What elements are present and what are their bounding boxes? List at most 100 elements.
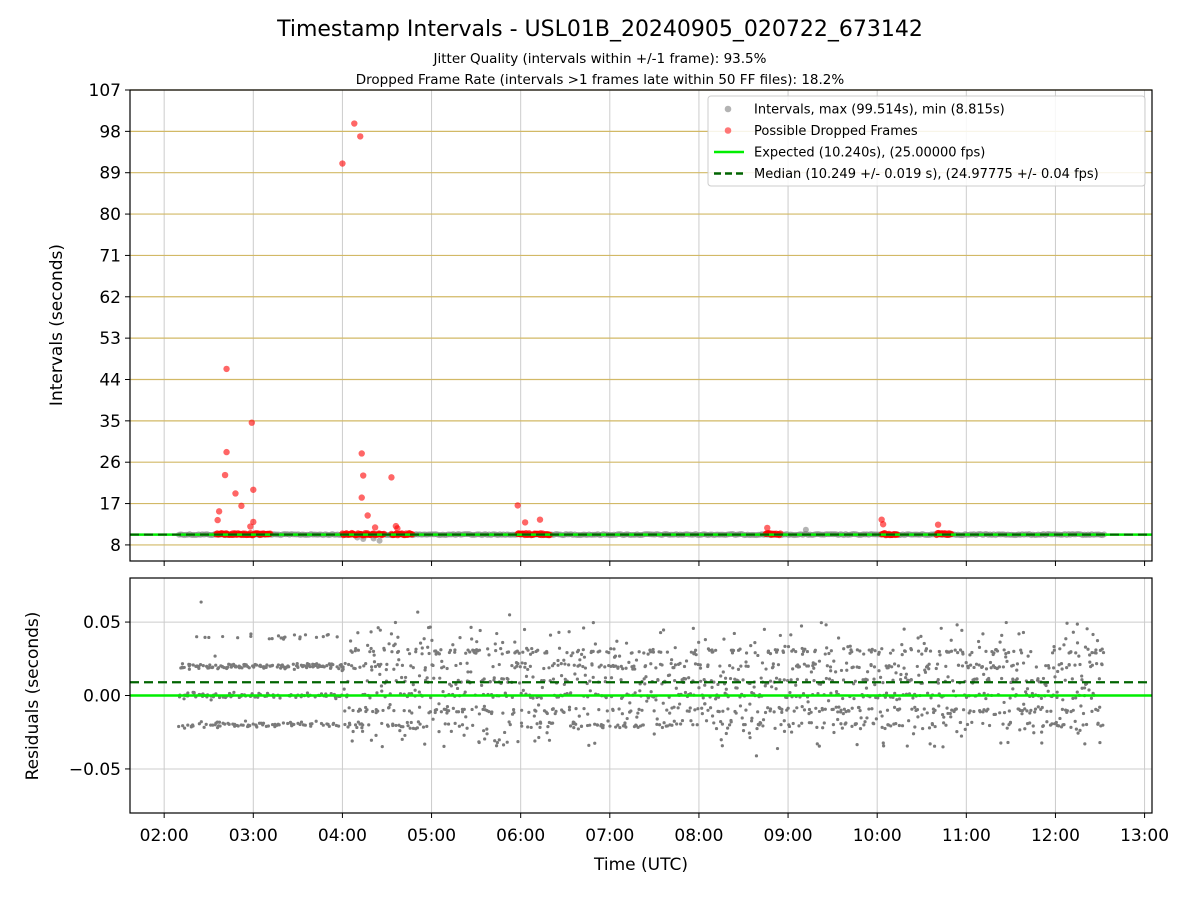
residual-point: [803, 647, 807, 651]
residual-point: [347, 721, 352, 725]
residual-point: [1025, 687, 1030, 691]
residual-point: [432, 676, 436, 680]
residual-point: [533, 739, 537, 743]
residual-point: [613, 654, 618, 658]
residual-point: [536, 703, 541, 707]
residual-point: [1065, 621, 1069, 625]
x-tick-label: 11:00: [942, 826, 991, 846]
residual-point: [321, 723, 325, 727]
residual-point: [303, 633, 308, 637]
residual-point: [703, 683, 707, 687]
residual-point: [812, 666, 816, 670]
residual-point: [474, 705, 478, 709]
x-tick-label: 06:00: [496, 826, 545, 846]
intervals-y-tick-label: 44: [99, 370, 121, 390]
residual-point: [660, 663, 664, 667]
residual-point: [358, 665, 362, 669]
residual-point: [191, 724, 195, 728]
residual-point: [891, 648, 895, 652]
residual-point: [817, 659, 822, 663]
residual-point: [795, 677, 800, 681]
residual-point: [482, 729, 486, 733]
intervals-y-tick-label: 8: [110, 536, 121, 556]
residual-point: [921, 726, 925, 731]
residual-point: [488, 680, 492, 684]
residual-point: [603, 676, 608, 680]
residual-point: [451, 706, 455, 710]
residual-point: [949, 715, 953, 719]
residual-point: [839, 668, 844, 673]
residual-point: [624, 725, 628, 729]
residual-point: [364, 662, 368, 666]
residual-point: [1074, 727, 1078, 731]
residual-point: [1100, 663, 1104, 667]
residual-point: [551, 707, 555, 711]
dropped-frame-point: [223, 365, 230, 373]
residual-point: [961, 708, 966, 712]
residual-point: [547, 666, 551, 670]
residual-point: [606, 719, 610, 723]
residual-point: [1025, 709, 1029, 713]
residual-point: [574, 722, 578, 726]
residual-point: [667, 673, 672, 677]
residual-point: [799, 624, 804, 628]
residual-point: [223, 722, 227, 726]
residual-point: [506, 677, 510, 681]
residual-point: [291, 662, 295, 666]
residual-point: [485, 727, 489, 731]
residual-point: [567, 663, 571, 667]
residual-point: [978, 710, 982, 714]
intervals-y-tick-label: 98: [99, 122, 121, 142]
legend-label: Expected (10.240s), (25.00000 fps): [754, 146, 985, 161]
residual-point: [380, 745, 384, 749]
residual-point: [1083, 645, 1088, 649]
residual-point: [665, 724, 669, 728]
residual-point: [865, 670, 870, 674]
residual-point: [605, 709, 609, 713]
residual-point: [1044, 664, 1048, 668]
residual-point: [292, 667, 296, 671]
residual-point: [874, 717, 878, 721]
residual-point: [920, 652, 924, 656]
residual-point: [513, 640, 517, 644]
residual-point: [1029, 650, 1033, 654]
residual-point: [598, 649, 602, 653]
residual-point: [1073, 719, 1077, 723]
residual-point: [1088, 653, 1092, 657]
residual-point: [1026, 654, 1030, 658]
residual-point: [970, 650, 974, 655]
residual-point: [368, 696, 372, 700]
intervals-y-tick-label: 35: [99, 412, 121, 432]
residual-point: [986, 707, 990, 711]
residual-point: [820, 708, 825, 712]
residual-point: [439, 710, 443, 714]
residual-point: [283, 635, 287, 639]
residual-point: [643, 664, 648, 668]
residual-point: [507, 720, 511, 724]
residual-point: [595, 723, 600, 727]
residual-point: [203, 635, 207, 639]
dropped-frame-point: [250, 486, 257, 493]
dropped-frame-point: [879, 521, 887, 528]
residual-point: [417, 690, 421, 694]
residual-point: [629, 709, 633, 713]
residual-point: [497, 738, 501, 742]
residual-point: [356, 631, 360, 635]
residual-point: [786, 644, 791, 649]
residual-point: [551, 677, 556, 681]
residual-point: [355, 725, 359, 730]
residual-point: [848, 644, 852, 648]
residual-point: [655, 722, 659, 726]
residual-point: [735, 686, 739, 690]
residual-point: [712, 721, 716, 725]
residual-point: [674, 686, 678, 690]
residual-point: [712, 680, 716, 684]
residual-point: [612, 647, 616, 651]
residual-point: [896, 664, 901, 668]
residual-point: [181, 724, 185, 728]
residual-point: [619, 664, 623, 668]
residual-point: [1085, 627, 1089, 631]
residual-point: [425, 724, 429, 728]
residual-point: [211, 665, 215, 669]
residual-point: [827, 651, 831, 656]
